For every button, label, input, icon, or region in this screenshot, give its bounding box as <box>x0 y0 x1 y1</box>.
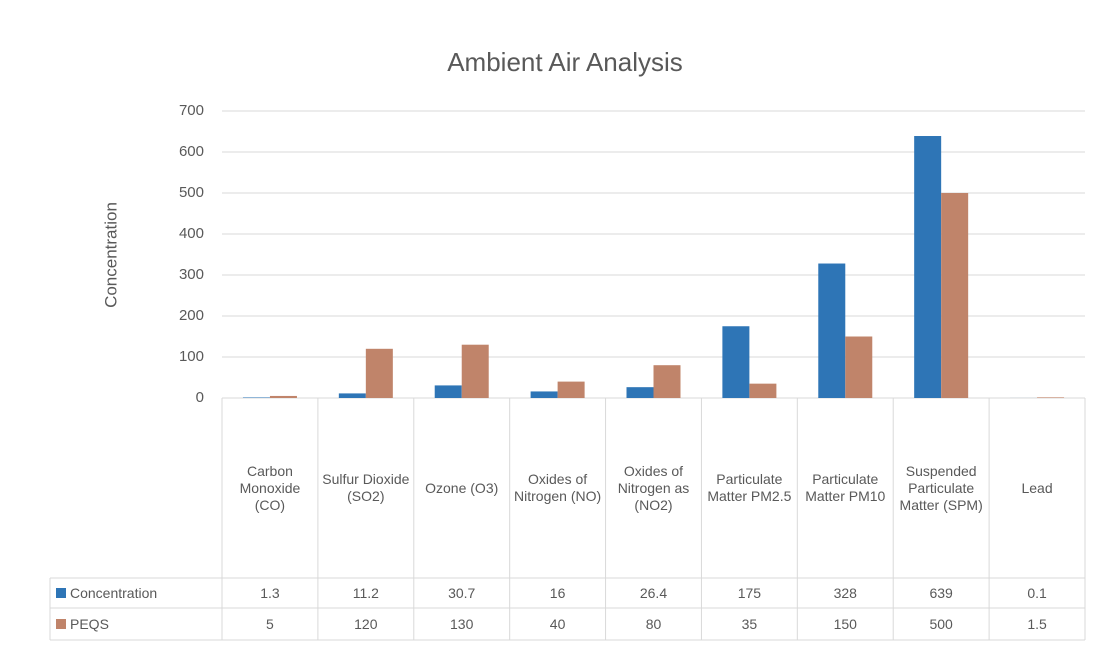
bar <box>269 395 297 398</box>
category-label: Suspended Particulate Matter (SPM) <box>899 462 983 513</box>
bar <box>914 136 942 398</box>
table-value: 40 <box>549 615 566 632</box>
chart-title: Ambient Air Analysis <box>447 47 683 77</box>
category-label: Sulfur Dioxide (SO2) <box>322 471 410 504</box>
table-value: 120 <box>354 615 378 632</box>
y-tick-label: 700 <box>179 102 204 119</box>
bar <box>242 397 270 398</box>
bar <box>461 344 489 398</box>
bar <box>722 326 750 398</box>
table-value: 1.5 <box>1027 615 1047 632</box>
category-label: Oxides of Nitrogen as (NO2) <box>617 462 690 513</box>
y-tick-label: 500 <box>179 184 204 201</box>
y-axis-label: Concentration <box>101 202 120 308</box>
category-label: Oxides of Nitrogen (NO) <box>514 471 602 504</box>
bar <box>365 348 393 398</box>
category-label: Carbon Monoxide (CO) <box>239 462 301 513</box>
legend-label: Concentration <box>70 584 158 601</box>
table-value: 639 <box>929 584 953 601</box>
table-value: 500 <box>929 615 953 632</box>
bar <box>845 336 873 398</box>
legend-swatch <box>56 588 66 598</box>
table-value: 11.2 <box>352 584 379 601</box>
category-label: Ozone (O3) <box>425 479 499 496</box>
category-label: Lead <box>1021 479 1053 496</box>
legend-entry: PEQS <box>50 608 222 640</box>
table-value: 150 <box>833 615 857 632</box>
table-value: 16 <box>549 584 566 601</box>
legend-label: PEQS <box>70 615 109 632</box>
legend-swatch <box>56 619 66 629</box>
y-tick-label: 200 <box>179 307 204 324</box>
category-label: Particulate Matter PM10 <box>805 471 886 504</box>
y-tick-label: 300 <box>179 266 204 283</box>
category-label: Particulate Matter PM2.5 <box>707 471 792 504</box>
table-value: 0.1 <box>1027 584 1047 601</box>
bar <box>941 193 969 398</box>
bar <box>653 365 681 398</box>
bar <box>626 387 654 398</box>
bar <box>749 383 777 398</box>
bar <box>818 263 846 398</box>
table-value: 30.7 <box>448 584 476 601</box>
table-value: 328 <box>833 584 857 601</box>
bar <box>530 391 558 398</box>
y-tick-label: 400 <box>179 225 204 242</box>
table-value: 1.3 <box>260 584 280 601</box>
table-value: 80 <box>645 615 662 632</box>
table-value: 26.4 <box>639 584 668 601</box>
table-value: 35 <box>741 615 758 632</box>
table-value: 175 <box>737 584 762 601</box>
bar <box>338 393 366 398</box>
table-value: 5 <box>266 615 274 632</box>
bar <box>434 385 462 398</box>
table-value: 130 <box>450 615 474 632</box>
bar <box>557 381 585 398</box>
y-tick-label: 0 <box>196 389 204 406</box>
y-tick-label: 100 <box>179 348 204 365</box>
bar <box>1037 397 1065 398</box>
legend-entry: Concentration <box>50 578 222 608</box>
y-tick-label: 600 <box>179 143 204 160</box>
